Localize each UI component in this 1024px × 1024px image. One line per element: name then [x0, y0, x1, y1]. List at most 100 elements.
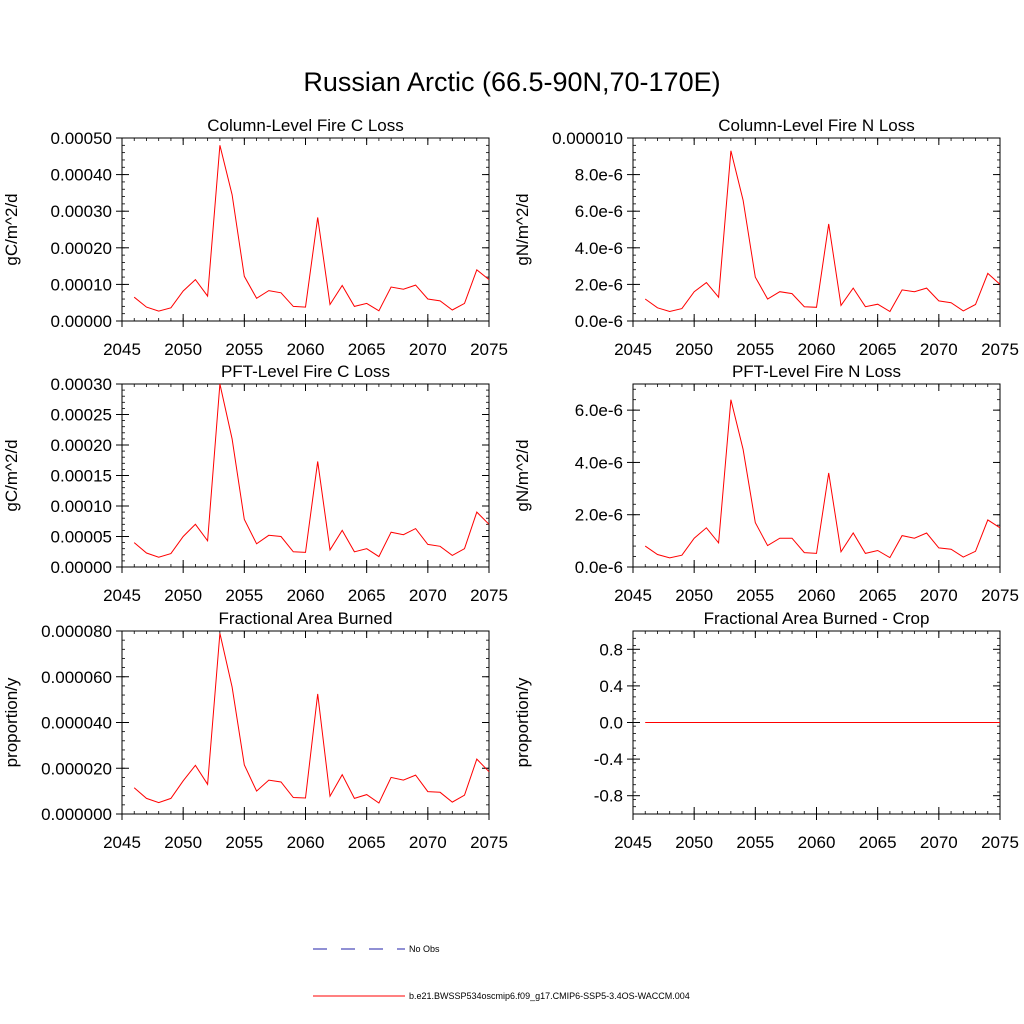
x-tick-label: 2045	[614, 340, 652, 359]
x-tick-label: 2055	[225, 340, 263, 359]
x-tick-label: 2060	[798, 340, 836, 359]
y-tick-label: 0.00030	[51, 375, 112, 394]
series-line	[133, 633, 490, 804]
figure-title: Russian Arctic (66.5-90N,70-170E)	[303, 67, 720, 97]
series-line	[644, 150, 1001, 313]
x-tick-label: 2045	[103, 340, 141, 359]
x-tick-label: 2075	[981, 833, 1019, 852]
y-tick-label: 8.0e-6	[575, 166, 623, 185]
y-tick-label: -0.4	[594, 750, 623, 769]
x-tick-label: 2045	[614, 586, 652, 605]
legend-model-label: b.e21.BWSSP534oscmip6.f09_g17.CMIP6-SSP5…	[409, 991, 690, 1001]
y-tick-label: -0.8	[594, 787, 623, 806]
y-tick-label: 0.000080	[41, 622, 112, 641]
panel-title: Column-Level Fire C Loss	[207, 116, 404, 135]
x-tick-label: 2075	[470, 833, 508, 852]
plot-frame	[121, 630, 490, 815]
x-tick-label: 2060	[798, 833, 836, 852]
y-axis-label: proportion/y	[513, 677, 532, 767]
x-tick-label: 2055	[736, 340, 774, 359]
y-tick-label: 0.00010	[51, 275, 112, 294]
plot-frame	[121, 137, 490, 322]
y-tick-label: 0.00050	[51, 129, 112, 148]
panel-title: PFT-Level Fire N Loss	[732, 362, 901, 381]
x-tick-label: 2075	[981, 586, 1019, 605]
panel-3: 2045 2050 2055 2060 2065 2070 2075 0.00000 0.000…	[2, 362, 508, 605]
panels: 2045 2050 2055 2060 2065 2070 2075 0.00000 0.000…	[2, 116, 1019, 852]
x-tick-label: 2075	[470, 586, 508, 605]
y-tick-label: 0.0e-6	[575, 558, 623, 577]
x-tick-label: 2065	[348, 586, 386, 605]
x-tick-label: 2045	[614, 833, 652, 852]
y-tick-label: 0.00000	[51, 558, 112, 577]
panel-4: 2045 2050 2055 2060 2065 2070 2075 0.0e-6 2.0e-6…	[513, 362, 1019, 605]
y-tick-label: 0.000020	[41, 759, 112, 778]
y-axis-label: gN/m^2/d	[513, 439, 532, 511]
panel-title: Column-Level Fire N Loss	[718, 116, 915, 135]
panel-title: Fractional Area Burned	[219, 609, 393, 628]
x-tick-label: 2070	[920, 833, 958, 852]
y-tick-label: 2.0e-6	[575, 275, 623, 294]
y-tick-label: 0.00030	[51, 202, 112, 221]
y-axis-label: gC/m^2/d	[2, 439, 21, 511]
y-tick-label: 2.0e-6	[575, 506, 623, 525]
x-tick-label: 2070	[409, 340, 447, 359]
legend: No Obs b.e21.BWSSP534oscmip6.f09_g17.CMI…	[313, 944, 690, 1001]
y-tick-label: 0.00010	[51, 497, 112, 516]
x-tick-label: 2060	[287, 340, 325, 359]
y-tick-label: 0.0	[599, 714, 623, 733]
x-tick-label: 2070	[409, 833, 447, 852]
plot-frame	[632, 383, 1001, 568]
y-tick-label: 0.00020	[51, 239, 112, 258]
panel-2: 2045 2050 2055 2060 2065 2070 2075 0.0e-6 2.0e-6…	[513, 116, 1019, 359]
panel-1: 2045 2050 2055 2060 2065 2070 2075 0.00000 0.000…	[2, 116, 508, 359]
panel-title: Fractional Area Burned - Crop	[704, 609, 930, 628]
y-tick-label: 0.000010	[552, 129, 623, 148]
x-tick-label: 2065	[859, 586, 897, 605]
y-tick-label: 0.000000	[41, 805, 112, 824]
y-tick-label: 0.000040	[41, 714, 112, 733]
panel-5: 2045 2050 2055 2060 2065 2070 2075 0.000000 0.00…	[2, 609, 508, 852]
x-tick-label: 2055	[736, 586, 774, 605]
y-tick-label: 0.0e-6	[575, 312, 623, 331]
x-tick-label: 2065	[348, 833, 386, 852]
x-tick-label: 2055	[736, 833, 774, 852]
plot-frame	[632, 137, 1001, 322]
x-tick-label: 2050	[675, 833, 713, 852]
x-tick-label: 2060	[287, 833, 325, 852]
x-tick-label: 2065	[859, 340, 897, 359]
y-axis-label: gN/m^2/d	[513, 193, 532, 265]
plot-frame	[121, 383, 490, 568]
x-tick-label: 2075	[470, 340, 508, 359]
series-line	[133, 383, 490, 558]
y-tick-label: 6.0e-6	[575, 401, 623, 420]
panel-6: 2045 2050 2055 2060 2065 2070 2075 -0.8 -0.4 0.0 0…	[513, 609, 1019, 852]
x-tick-label: 2055	[225, 586, 263, 605]
x-tick-label: 2070	[920, 586, 958, 605]
x-tick-label: 2070	[920, 340, 958, 359]
legend-obs-label: No Obs	[409, 944, 440, 954]
y-tick-label: 0.00000	[51, 312, 112, 331]
x-tick-label: 2065	[859, 833, 897, 852]
y-tick-label: 0.000060	[41, 668, 112, 687]
panel-title: PFT-Level Fire C Loss	[221, 362, 390, 381]
series-line	[644, 399, 1001, 559]
x-tick-label: 2050	[675, 586, 713, 605]
y-tick-label: 0.00025	[51, 406, 112, 425]
y-tick-label: 0.00015	[51, 467, 112, 486]
x-tick-label: 2050	[164, 833, 202, 852]
y-tick-label: 0.00005	[51, 528, 112, 547]
x-tick-label: 2070	[409, 586, 447, 605]
x-tick-label: 2075	[981, 340, 1019, 359]
x-tick-label: 2060	[287, 586, 325, 605]
x-tick-label: 2060	[798, 586, 836, 605]
x-tick-label: 2045	[103, 586, 141, 605]
y-tick-label: 0.4	[599, 677, 623, 696]
x-tick-label: 2045	[103, 833, 141, 852]
y-tick-label: 6.0e-6	[575, 202, 623, 221]
x-tick-label: 2065	[348, 340, 386, 359]
y-tick-label: 0.00020	[51, 436, 112, 455]
x-tick-label: 2050	[164, 340, 202, 359]
x-tick-label: 2050	[164, 586, 202, 605]
